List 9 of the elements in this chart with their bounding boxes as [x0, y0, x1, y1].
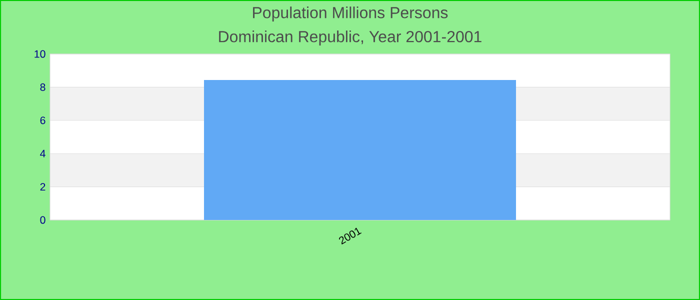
- y-tick-label: 10: [34, 50, 46, 58]
- y-tick-label: 4: [40, 150, 46, 158]
- chart-title: Population Millions Persons: [253, 6, 448, 22]
- y-tick-label: 0: [40, 216, 46, 224]
- y-tick-label: 6: [40, 116, 46, 124]
- y-tick-label: 2: [40, 183, 46, 191]
- y-tick-label: 8: [40, 83, 46, 91]
- chart-subtitle: Dominican Republic, Year 2001-2001: [219, 30, 482, 46]
- x-tick-label: 2001: [339, 228, 362, 244]
